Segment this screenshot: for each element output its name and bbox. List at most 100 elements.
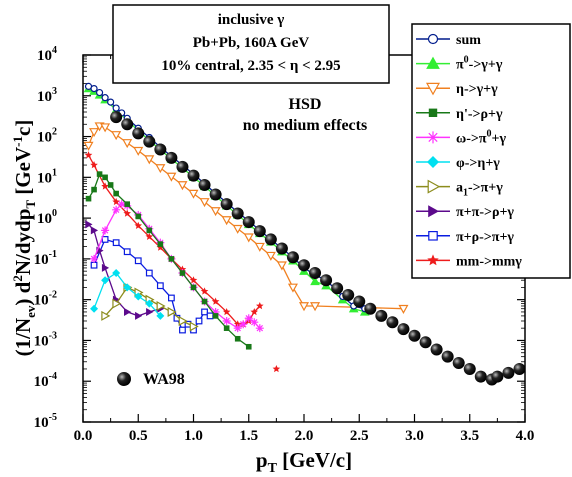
data-point-omega <box>211 307 220 316</box>
data-point-eta <box>298 302 310 312</box>
data-point-etaprime <box>124 201 130 207</box>
data-point-omega <box>117 200 126 209</box>
data-point-wa98 <box>187 169 200 182</box>
legend-item-etaprime: η'->ρ+γ <box>416 107 503 122</box>
data-point-phi <box>90 304 99 313</box>
data-point-wa98 <box>397 323 410 336</box>
x-tick-label: 1.5 <box>239 428 258 444</box>
wa98-label: WA98 <box>143 371 185 388</box>
x-tick-label: 2.5 <box>350 428 369 444</box>
data-point-pipi <box>101 263 110 272</box>
data-point-pirho <box>101 236 109 243</box>
wa98-label-group: WA98 <box>117 371 185 388</box>
legend-label: a1->π+γ <box>456 181 503 199</box>
data-point-etaprime <box>91 186 97 193</box>
data-point-sum <box>90 84 98 93</box>
data-point-mm <box>90 161 98 169</box>
data-point-phi <box>112 269 121 278</box>
data-point-mm <box>101 182 109 190</box>
data-point-etaprime <box>113 190 119 197</box>
data-point-etaprime <box>168 256 175 262</box>
legend-label: π+π->ρ+γ <box>456 205 514 220</box>
y-tick-label: 10-3 <box>34 330 57 349</box>
title-line-2: Pb+Pb, 160A GeV <box>193 35 310 51</box>
data-point-wa98 <box>176 160 189 173</box>
data-point-pirho <box>145 269 153 277</box>
y-tick-label: 100 <box>37 208 57 227</box>
data-point-pirho <box>156 282 164 290</box>
data-point-omega <box>255 324 264 333</box>
legend-marker <box>427 33 439 45</box>
data-point-omega <box>233 324 242 333</box>
data-point-wa98 <box>309 267 322 280</box>
data-point-pirho <box>123 248 131 256</box>
legend-label: ω->π0+γ <box>456 128 507 146</box>
data-point-etaprime <box>102 174 108 181</box>
data-point-omega <box>250 318 259 327</box>
x-tick-label: 0.5 <box>129 428 148 444</box>
data-point-etaprime <box>201 298 208 305</box>
data-point-a1 <box>112 298 122 309</box>
title-box: inclusive γ Pb+Pb, 160A GeV 10% central,… <box>112 4 390 84</box>
data-point-mm <box>256 301 264 310</box>
y-tick-label: 102 <box>37 127 57 146</box>
data-point-wa98 <box>286 251 299 264</box>
data-point-phi <box>156 311 165 320</box>
data-point-mm <box>156 243 165 251</box>
data-point-eta <box>89 128 100 138</box>
data-point-wa98 <box>298 259 310 272</box>
legend-marker <box>426 56 440 69</box>
series-eta <box>83 122 409 314</box>
data-point-omega <box>239 320 248 329</box>
series-wa98 <box>110 111 526 386</box>
data-point-wa98 <box>198 178 211 191</box>
x-axis-title: pT [GeV/c] <box>256 448 352 476</box>
data-point-wa98 <box>353 295 366 308</box>
data-point-eta <box>398 304 409 314</box>
data-point-wa98 <box>220 198 233 211</box>
y-tick-label: 10-4 <box>34 371 57 390</box>
legend-marker <box>425 82 441 96</box>
data-point-pirho <box>206 312 214 320</box>
title-line-3: 10% central, 2.35 < η < 2.95 <box>161 58 340 74</box>
data-point-wa98 <box>110 111 123 124</box>
data-point-eta <box>122 139 133 149</box>
legend-label: η->γ+γ <box>456 82 498 97</box>
data-point-wa98 <box>132 127 145 140</box>
data-point-eta <box>210 207 221 217</box>
x-tick-label: 2.0 <box>295 428 314 444</box>
data-point-wa98 <box>253 225 266 238</box>
data-point-phi <box>134 292 143 301</box>
y-tick-label: 104 <box>37 45 57 64</box>
x-tick-label: 0.0 <box>74 428 93 444</box>
annotation-line-2: no medium effects <box>243 117 367 134</box>
data-point-etaprime <box>234 335 241 342</box>
legend-item-sum: sum <box>416 33 481 48</box>
data-point-wa98 <box>275 242 288 255</box>
legend-item-phi: φ->η+γ <box>416 156 500 171</box>
data-point-eta <box>177 181 188 191</box>
data-point-pipi <box>135 311 143 320</box>
legend-label: sum <box>456 33 481 48</box>
data-point-wa98 <box>463 362 476 375</box>
legend-marker <box>428 108 438 117</box>
data-point-eta <box>111 131 122 141</box>
data-point-eta <box>133 146 144 156</box>
data-point-sum <box>112 104 120 112</box>
data-point-wa98 <box>474 370 487 383</box>
data-point-eta <box>265 251 276 261</box>
data-point-pipi <box>146 307 154 316</box>
legend-item-eta: η->γ+γ <box>416 82 498 97</box>
data-point-wa98 <box>165 151 178 164</box>
data-point-pipi <box>85 220 93 229</box>
data-point-pirho <box>134 257 142 265</box>
data-point-wa98 <box>408 329 421 342</box>
legend-marker <box>427 156 439 168</box>
data-point-mm <box>84 151 93 159</box>
data-point-mm <box>189 276 198 284</box>
data-point-wa98 <box>320 274 333 287</box>
data-point-mm <box>112 197 120 206</box>
data-point-etaprime <box>96 171 103 177</box>
data-point-pirho <box>112 239 120 247</box>
